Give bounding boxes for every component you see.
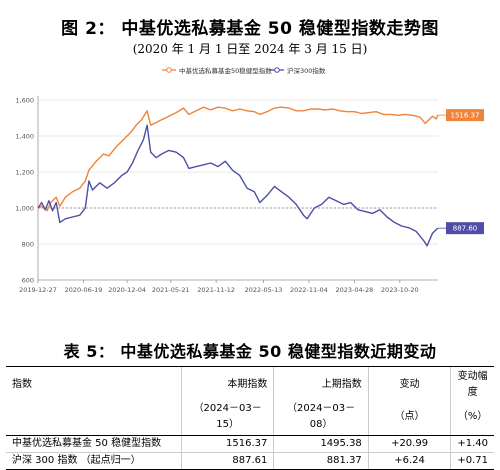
table-row: 沪深 300 指数 （起点归一） 887.61 881.37 +6.24 +0.… bbox=[6, 452, 494, 470]
header-current: 本期指数 bbox=[180, 366, 274, 401]
end-label-value: 887.60 bbox=[453, 225, 478, 233]
figure-title: 图 2： 中基优选私募基金 50 稳健型指数走势图 bbox=[61, 19, 439, 39]
series-line-private-fund bbox=[37, 106, 439, 212]
y-tick-label: 600 bbox=[22, 277, 34, 285]
header-current-date: （2024－03－15） bbox=[180, 401, 274, 436]
end-label-box bbox=[446, 222, 484, 235]
table-row: 中基优选私募基金 50 稳健型指数 1516.37 1495.38 +20.99… bbox=[6, 435, 494, 453]
x-tick-label: 2022-11-04 bbox=[290, 286, 328, 294]
chart-grid bbox=[38, 99, 438, 245]
index-line-chart: 中基优选私募基金50稳健型指数 沪深300指数 600 800 1,000 1,200… bbox=[15, 66, 484, 294]
figure-subtitle: (2020 年 1 月 1 日至 2024 年 3 月 15 日) bbox=[132, 42, 368, 56]
end-label-box bbox=[446, 109, 484, 122]
legend-label-csi300: 沪深300指数 bbox=[287, 66, 326, 75]
table-header-row: 指数 本期指数 上期指数 变动 变动幅度 bbox=[6, 366, 494, 401]
header-change: 变动 bbox=[367, 366, 451, 401]
header-change-unit: （点） bbox=[367, 401, 451, 436]
cell-change: +20.99 bbox=[367, 435, 451, 453]
end-label-value: 1516.37 bbox=[451, 112, 480, 120]
legend-marker-csi300 bbox=[274, 67, 280, 73]
x-tick-label: 2020-12-04 bbox=[108, 286, 146, 294]
x-tick-label: 2021-05-21 bbox=[152, 286, 190, 294]
y-tick-label: 800 bbox=[22, 241, 34, 249]
header-previous-date: （2024－03－08） bbox=[273, 401, 369, 436]
y-axis: 600 800 1,000 1,200 1,400 1,600 bbox=[15, 96, 39, 285]
header-index-sub bbox=[6, 401, 182, 436]
cell-current: 1516.37 bbox=[180, 435, 274, 453]
chart-series bbox=[37, 106, 439, 247]
y-tick-label: 1,600 bbox=[15, 97, 34, 105]
cell-current: 887.61 bbox=[180, 452, 274, 470]
header-change-pct-unit: （%） bbox=[450, 401, 494, 436]
header-index: 指数 bbox=[6, 366, 182, 401]
cell-previous: 881.37 bbox=[273, 452, 369, 470]
cell-previous: 1495.38 bbox=[273, 435, 369, 453]
x-tick-label: 2019-12-27 bbox=[19, 286, 57, 294]
table-title: 表 5： 中基优选私募基金 50 稳健型指数近期变动 bbox=[63, 342, 437, 361]
y-tick-label: 1,400 bbox=[15, 133, 34, 141]
table-header-row-dates: （2024－03－15） （2024－03－08） （点） （%） bbox=[6, 401, 494, 436]
legend-label-private-fund: 中基优选私募基金50稳健型指数 bbox=[179, 66, 272, 75]
recent-change-table: 指数 本期指数 上期指数 变动 变动幅度 （2024－03－15） （2024－… bbox=[6, 366, 494, 470]
y-tick-label: 1,200 bbox=[15, 169, 34, 177]
header-change-pct: 变动幅度 bbox=[450, 366, 494, 401]
x-axis: 2019-12-27 2020-06-19 2020-12-04 2021-05-21… bbox=[19, 279, 438, 294]
legend-marker-private-fund bbox=[166, 67, 172, 73]
cell-index-name: 中基优选私募基金 50 稳健型指数 bbox=[6, 435, 182, 453]
cell-change-pct: +0.71 bbox=[450, 452, 494, 470]
end-labels: 1516.37 887.60 bbox=[438, 109, 484, 235]
cell-change-pct: +1.40 bbox=[450, 435, 494, 453]
x-tick-label: 2021-11-12 bbox=[197, 286, 235, 294]
cell-index-name: 沪深 300 指数 （起点归一） bbox=[6, 452, 182, 470]
series-line-csi300 bbox=[37, 124, 439, 247]
cell-change: +6.24 bbox=[367, 452, 451, 470]
x-tick-label: 2022-05-13 bbox=[245, 286, 283, 294]
y-tick-label: 1,000 bbox=[15, 205, 34, 213]
chart-legend: 中基优选私募基金50稳健型指数 沪深300指数 bbox=[162, 66, 326, 75]
x-tick-label: 2023-04-28 bbox=[335, 286, 373, 294]
x-tick-label: 2020-06-19 bbox=[65, 286, 103, 294]
header-previous: 上期指数 bbox=[273, 366, 369, 401]
x-tick-label: 2023-10-20 bbox=[381, 286, 419, 294]
